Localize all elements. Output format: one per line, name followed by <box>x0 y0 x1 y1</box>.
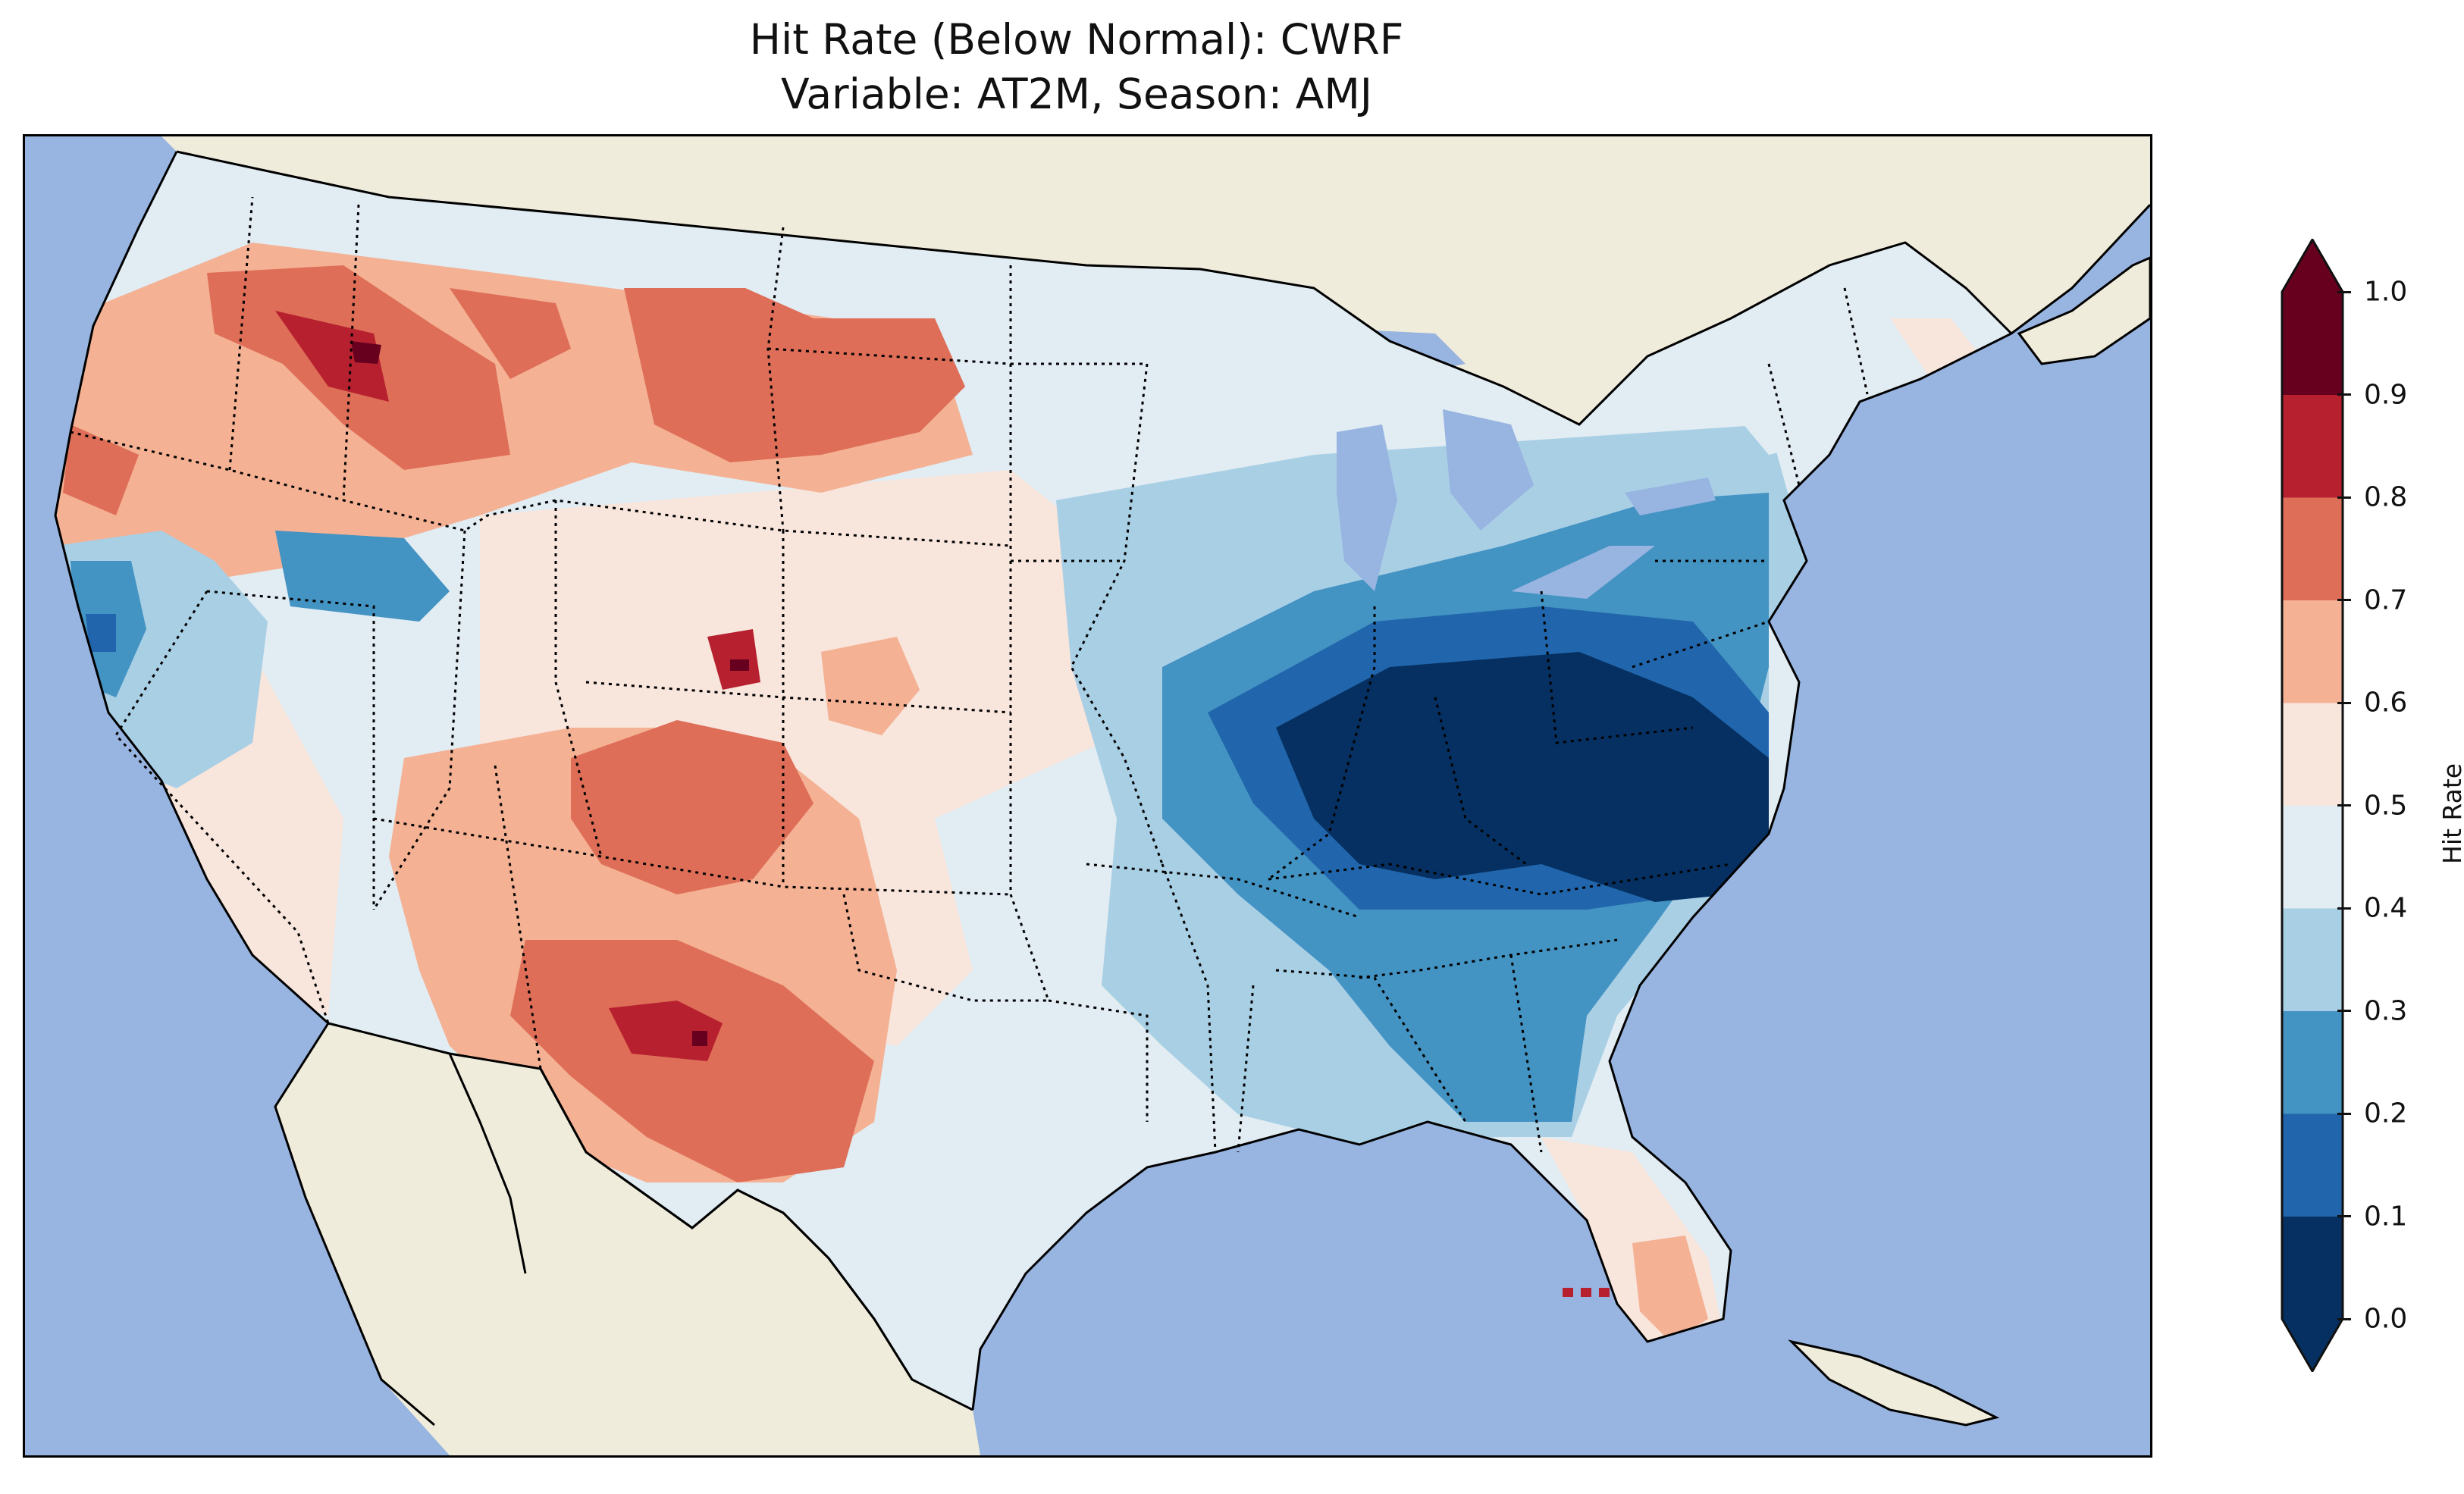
colorbar-bin <box>2282 805 2343 909</box>
colorbar-tick-label: 0.6 <box>2364 687 2408 719</box>
florida-keys-marker <box>1563 1288 1573 1297</box>
nova-scotia-land <box>2017 256 2150 365</box>
map-svg <box>54 136 2150 1455</box>
colorbar-tick-label: 0.9 <box>2364 379 2408 410</box>
colorbar-extend-max <box>2282 239 2343 292</box>
colorbar-tick-mark <box>2337 1215 2351 1217</box>
colorbar-label: Hit Rate <box>2437 763 2464 864</box>
colorbar-tick-label: 0.0 <box>2364 1303 2408 1335</box>
mexico-us-border <box>328 1022 914 1380</box>
colorbar-tick-mark <box>2337 907 2351 910</box>
colorbar-tick-mark <box>2337 496 2351 499</box>
colorbar-tick-mark <box>2337 804 2351 807</box>
title-line-1: Hit Rate (Below Normal): CWRF <box>749 15 1404 64</box>
canada-us-border <box>176 150 2013 426</box>
colorbar-tick-label: 1.0 <box>2364 276 2408 308</box>
colorbar-tick-mark <box>2337 1010 2351 1012</box>
colorbar-tick-label: 0.5 <box>2364 790 2408 821</box>
colorbar-tick-mark <box>2337 290 2351 293</box>
florida-keys-marker <box>1599 1288 1610 1297</box>
colorbar-bin <box>2282 908 2343 1011</box>
colorbar <box>2281 239 2344 1372</box>
lake-huron <box>1443 409 1534 531</box>
colorbar-bin <box>2282 600 2343 703</box>
colorbar-bin <box>2282 703 2343 806</box>
colorbar-tick-label: 0.8 <box>2364 481 2408 513</box>
cuba-land <box>1788 1339 2000 1427</box>
mexico-land <box>275 1023 980 1455</box>
colorbar-tick-mark <box>2337 1317 2351 1320</box>
colorbar-bin <box>2282 497 2343 600</box>
state-borders <box>70 196 1869 1153</box>
title-line-2: Variable: AT2M, Season: AMJ <box>781 70 1372 118</box>
lake-ontario <box>1625 478 1716 515</box>
baja-coastline <box>274 1023 527 1427</box>
colorbar-tick-label: 0.4 <box>2364 892 2408 924</box>
colorbar-tick-label: 0.3 <box>2364 995 2408 1026</box>
map-panel <box>23 134 2152 1458</box>
colorbar-tick-mark <box>2337 393 2351 396</box>
colorbar-tick-mark <box>2337 1112 2351 1115</box>
colorbar-bin <box>2282 1010 2343 1114</box>
colorbar-tick-mark <box>2337 599 2351 601</box>
colorbar-bin <box>2282 1113 2343 1217</box>
lake-michigan <box>1337 424 1397 591</box>
colorbar-tick-label: 0.1 <box>2364 1201 2408 1232</box>
colorbar-bin <box>2282 394 2343 498</box>
colorbar-tick-mark <box>2337 701 2351 704</box>
lake-erie <box>1511 546 1655 599</box>
colorbar-tick-label: 0.7 <box>2364 584 2408 615</box>
colorbar-extend-min <box>2282 1319 2343 1372</box>
florida-keys-marker <box>1581 1288 1591 1297</box>
canada-land <box>161 136 2150 424</box>
colorbar-bin <box>2282 1216 2343 1320</box>
colorbar-tick-label: 0.2 <box>2364 1098 2408 1129</box>
colorbar-bin <box>2282 292 2343 395</box>
